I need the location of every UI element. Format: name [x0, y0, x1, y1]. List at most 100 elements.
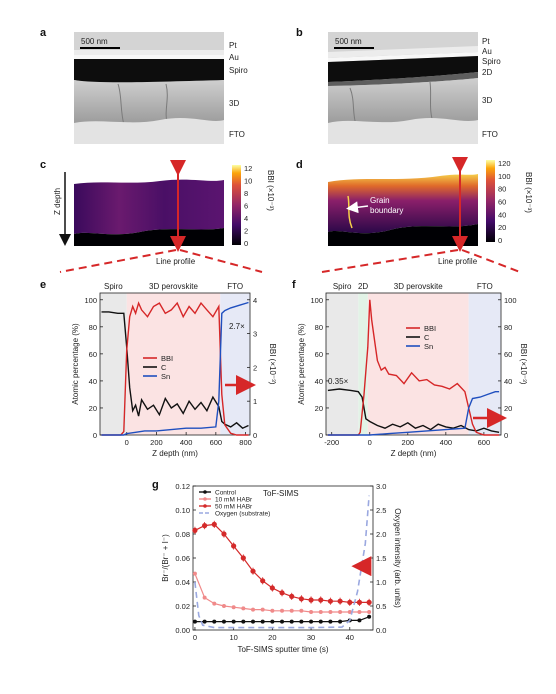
chart-title: ToF-SIMS [263, 489, 299, 498]
x-tick-label: 400 [440, 438, 453, 447]
y-tick-label: 60 [315, 350, 323, 359]
data-point [280, 619, 285, 624]
y2-tick-label: 3.0 [376, 482, 386, 491]
data-point [366, 599, 372, 606]
sem-image-b [328, 32, 478, 144]
sem-image-a [74, 32, 224, 144]
colorbar-ticks-c: 12 10 8 6 4 2 0 [244, 164, 252, 248]
plot-frame [99, 292, 251, 436]
y2-axis-label: BBI (×10⁻³) [268, 344, 277, 385]
y2-tick-label: 40 [504, 377, 512, 386]
legend-label: Sn [161, 372, 170, 381]
x-tick-label: 0 [193, 633, 197, 642]
data-point [318, 597, 324, 603]
data-point [251, 619, 255, 624]
data-point [309, 619, 314, 624]
series-line-sn [327, 391, 500, 436]
y-tick-label: 0.12 [175, 482, 190, 491]
legend-marker [203, 490, 207, 494]
y-axis-label: Atomic percentage (%) [297, 323, 306, 405]
line-profile-label-c: Line profile [156, 257, 196, 266]
legend-label: C [161, 363, 167, 372]
region-band [358, 293, 368, 435]
eels-map-c [74, 179, 224, 246]
region-band [326, 293, 359, 435]
data-point [269, 585, 275, 591]
data-point [231, 543, 237, 549]
y-tick-label: 0 [93, 431, 97, 440]
data-point [357, 618, 362, 623]
data-point [250, 568, 256, 574]
x-tick-label: 600 [210, 438, 223, 447]
data-point [192, 571, 197, 576]
y2-tick-label: 3 [253, 330, 257, 339]
layer-label-a-3d: 3D [229, 99, 239, 108]
zoom-line-d-right [461, 249, 521, 273]
layer-label-b-fto: FTO [482, 130, 498, 139]
data-point [241, 619, 246, 624]
legend-label: 10 mM HABr [215, 497, 253, 504]
data-point [202, 595, 207, 600]
data-point [308, 597, 314, 603]
colorbar-d [486, 160, 495, 242]
y-tick-label: 0.02 [175, 602, 190, 611]
data-point [202, 523, 208, 529]
scale-label-a: 500 nm [81, 37, 108, 46]
series-line-c [101, 311, 249, 430]
x-axis-label: Z depth (nm) [152, 449, 198, 458]
data-point [231, 619, 236, 624]
y2-tick-label: 100 [504, 296, 517, 305]
y-tick-label: 0.10 [175, 506, 190, 515]
y-tick-label: 0.04 [175, 578, 190, 587]
data-point [192, 527, 198, 534]
x-axis-label: ToF-SIMS sputter time (s) [237, 645, 328, 654]
data-point [240, 555, 246, 561]
data-point [289, 608, 294, 613]
data-point [280, 608, 285, 613]
data-point [338, 610, 343, 614]
data-point [347, 599, 353, 606]
colorbar-tick-label: 12 [244, 164, 252, 173]
y-tick-label: 0.00 [175, 626, 190, 635]
series-line-bbi [327, 299, 500, 436]
y2-tick-label: 0 [253, 431, 257, 440]
grain-boundary-arrow [346, 201, 369, 214]
layer-label-a-fto: FTO [229, 130, 245, 139]
y-tick-label: 20 [89, 404, 97, 413]
data-point [298, 596, 304, 602]
y2-tick-label: 1.5 [376, 554, 386, 563]
data-point [221, 531, 227, 537]
layer-label-b-pt: Pt [482, 37, 490, 46]
data-point [318, 619, 323, 624]
colorbar-tick-label: 60 [498, 198, 506, 207]
x-tick-label: 800 [239, 438, 252, 447]
colorbar-tick-label: 0 [498, 236, 502, 245]
colorbar-c [232, 165, 241, 245]
data-point [367, 610, 372, 614]
colorbar-tick-label: 2 [244, 227, 248, 236]
data-point [241, 606, 246, 611]
y-tick-label: 0.06 [175, 554, 190, 563]
data-point [192, 619, 197, 624]
panel-label-a: a [40, 27, 47, 39]
x-tick-label: 20 [268, 633, 276, 642]
data-point [260, 578, 266, 584]
y-tick-label: 60 [89, 350, 97, 359]
y-tick-label: 20 [315, 404, 323, 413]
legend-label: Control [215, 490, 237, 497]
y-tick-label: 80 [315, 323, 323, 332]
chart-g: 0.00 0.02 0.04 0.06 0.08 0.10 0.12 0.0 0.5 1.0 1.5… [161, 482, 402, 654]
data-point [367, 614, 372, 619]
y2-tick-label: 60 [504, 350, 512, 359]
colorbar-tick-label: 8 [244, 189, 248, 198]
y2-tick-label: 4 [253, 296, 257, 305]
colorbar-tick-label: 10 [244, 177, 252, 186]
y-tick-label: 100 [84, 296, 97, 305]
ratio-annotation: 0.35× [328, 377, 349, 386]
colorbar-tick-label: 80 [498, 185, 506, 194]
series-line-c [327, 388, 500, 433]
x-tick-label: 0 [125, 438, 129, 447]
y2-tick-label: 1 [253, 397, 257, 406]
x-tick-label: 600 [478, 438, 491, 447]
